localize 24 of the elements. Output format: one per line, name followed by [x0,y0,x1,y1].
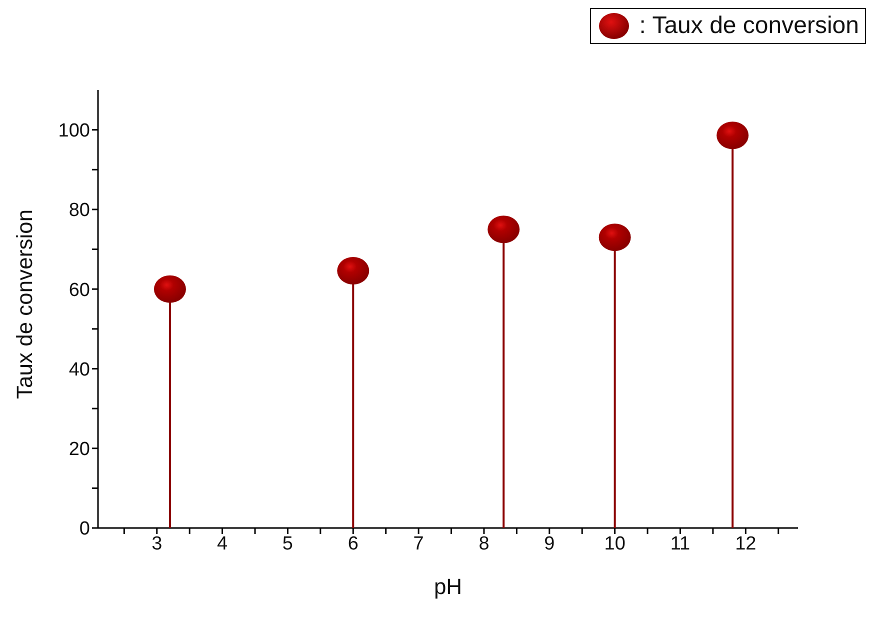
x-tick-label: 10 [604,533,626,554]
point [337,257,370,285]
point [716,122,749,150]
x-tick-label: 11 [670,533,690,554]
y-tick-label: 20 [68,439,90,460]
x-tick-label: 9 [544,533,555,554]
x-axis-title: pH [434,574,462,599]
y-tick-label: 80 [68,200,90,222]
point [598,224,631,252]
x-tick-label: 8 [478,533,490,554]
x-tick-label: 4 [217,533,228,554]
legend-label: : Taux de conversion [639,12,859,40]
y-tick-label: 40 [68,359,90,380]
x-tick-label: 12 [735,533,756,554]
y-tick-label: 0 [79,518,90,540]
x-tick-label: 6 [348,533,358,554]
y-tick-label: 100 [58,120,90,142]
y-axis-title: Taux de conversion [12,209,37,399]
point [488,216,520,244]
x-tick-label: 3 [152,533,162,554]
point [154,275,186,303]
y-tick-label: 60 [68,280,90,301]
x-tick-label: 5 [282,533,294,554]
x-tick-label: 7 [413,533,424,554]
